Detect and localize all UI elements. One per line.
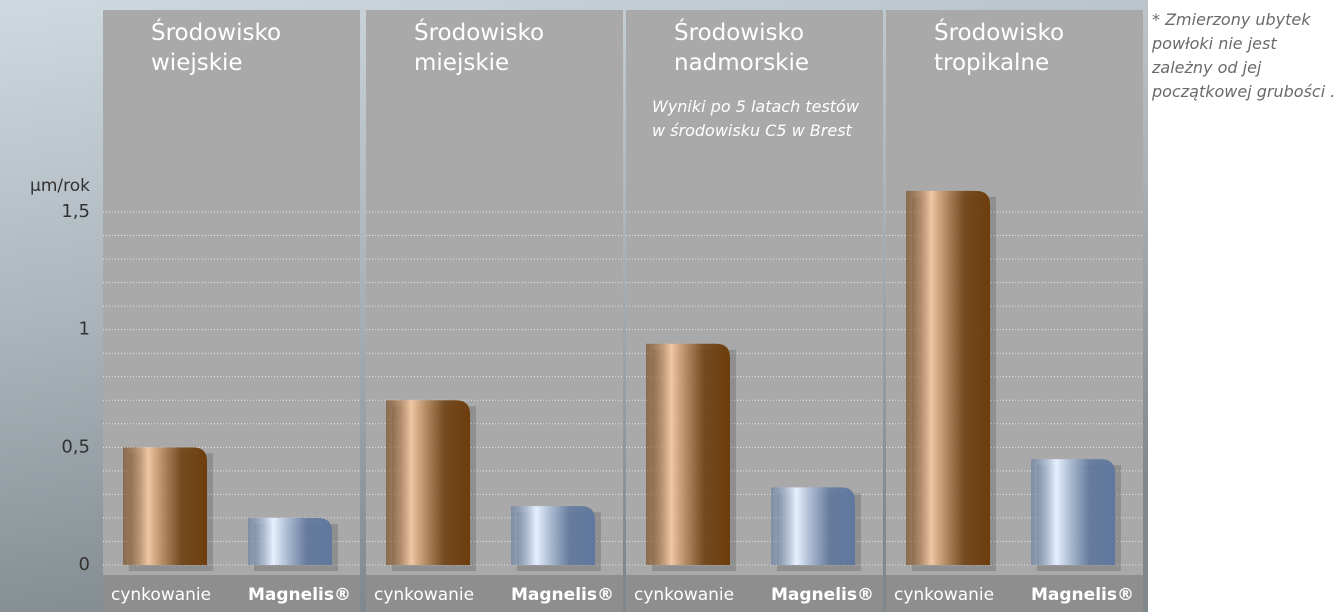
annotation: Wyniki po 5 latach testów w środowisku C… — [652, 97, 859, 140]
bar — [386, 400, 470, 565]
y-tick-label: 0 — [79, 554, 90, 575]
x-tick-label: Magnelis® — [511, 585, 614, 605]
y-tick-label: 1,5 — [61, 201, 90, 222]
panel-title-box: Środowisko nadmorskie — [674, 20, 810, 76]
bar — [248, 517, 332, 565]
y-axis-label: µm/rok — [30, 176, 90, 196]
y-tick-label: 1 — [79, 319, 90, 340]
panel-title: Środowisko miejskie — [414, 20, 545, 76]
x-tick-label: Magnelis® — [248, 585, 351, 605]
panel-title-box: Środowisko wiejskie — [151, 20, 282, 76]
x-tick-label: Magnelis® — [771, 585, 874, 605]
x-tick-label: cynkowanie — [634, 585, 734, 605]
bar — [646, 343, 730, 565]
bar — [511, 506, 595, 565]
label-band — [366, 575, 623, 612]
panel-title: Środowisko nadmorskie — [674, 20, 810, 76]
panel-title-box: Środowisko miejskie — [414, 20, 545, 76]
label-band — [103, 575, 360, 612]
panel-title: Środowisko tropikalne — [934, 20, 1065, 76]
panel-title-box: Środowisko tropikalne — [934, 20, 1065, 76]
bar — [906, 190, 990, 565]
bar — [771, 487, 855, 565]
footnote-box: * Zmierzony ubytek powłoki nie jest zale… — [1152, 10, 1336, 101]
bar — [1031, 459, 1115, 565]
x-tick-label: cynkowanie — [374, 585, 474, 605]
bar — [123, 447, 207, 565]
footnote: * Zmierzony ubytek powłoki nie jest zale… — [1152, 10, 1336, 101]
y-tick-label: 0,5 — [61, 436, 90, 457]
label-band — [626, 575, 883, 612]
x-tick-label: cynkowanie — [111, 585, 211, 605]
x-tick-label: cynkowanie — [894, 585, 994, 605]
x-tick-label: Magnelis® — [1031, 585, 1134, 605]
annotation-box: Wyniki po 5 latach testów w środowisku C… — [652, 97, 859, 140]
label-band — [886, 575, 1143, 612]
panel-title: Środowisko wiejskie — [151, 20, 282, 76]
